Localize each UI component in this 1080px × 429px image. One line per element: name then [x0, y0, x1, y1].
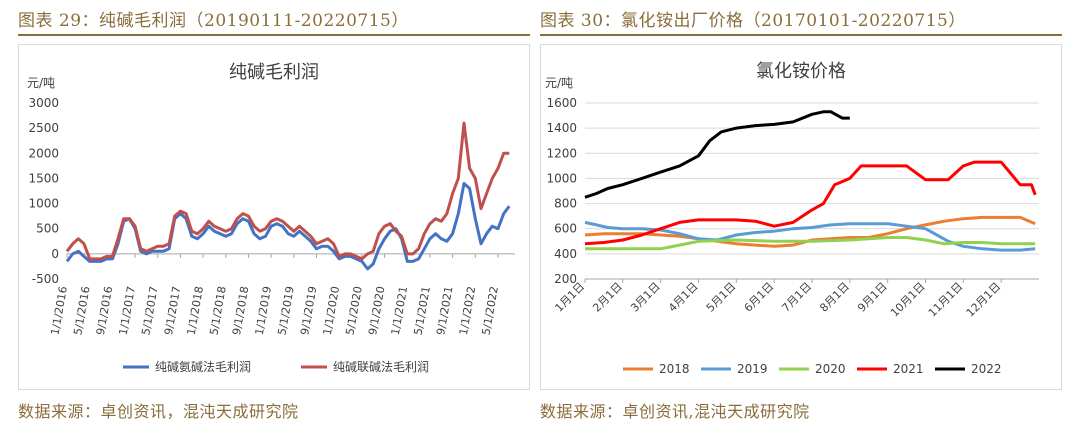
right-y-tick-label: 1600 — [546, 96, 577, 110]
left-x-tick-label: 1/1/2016 — [49, 285, 70, 336]
right-x-tick-label: 7月1日 — [779, 280, 814, 315]
left-x-tick-label: 1/1/2020 — [321, 285, 342, 336]
left-x-tick-label: 1/1/2022 — [457, 285, 478, 336]
left-y-tick-label: 2000 — [28, 146, 59, 160]
left-x-tick-label: 9/1/2017 — [162, 285, 183, 336]
right-x-tick-label: 4月1日 — [666, 280, 701, 315]
left-chart-frame: 纯碱毛利润元/吨 -500 0 500 1000 1500 2000 2500 3000 1/1/… — [18, 44, 530, 390]
left-x-tick-label: 1/1/2021 — [389, 285, 410, 336]
left-x-tick-label: 5/1/2019 — [275, 285, 296, 336]
left-figure-caption: 图表 29：纯碱毛利润（20190111-20220715） — [18, 11, 409, 31]
left-x-tick-label: 9/1/2016 — [94, 285, 115, 336]
right-source-note: 数据来源：卓创资讯,混沌天成研究院 — [540, 402, 810, 421]
left-x-tick-label: 9/1/2018 — [230, 285, 251, 336]
left-legend-label: 纯碱联碱法毛利润 — [333, 360, 429, 374]
right-x-tick-label: 6月1日 — [742, 280, 777, 315]
right-y-tick-label: 400 — [554, 247, 577, 261]
right-panel: 图表 30：氯化铵出厂价格（20170101-20220715） 氯化铵价格元/… — [540, 0, 1062, 429]
right-legend-label: 2022 — [971, 362, 1002, 376]
right-y-tick-label: 800 — [554, 197, 577, 211]
left-x-tick-label: 5/1/2016 — [71, 285, 92, 336]
left-series-line — [65, 182, 511, 271]
left-caption-rule — [18, 34, 530, 36]
right-y-tick-label: 200 — [554, 272, 577, 286]
right-chart: 氯化铵价格元/吨20040060080010001200140016001月1日… — [545, 61, 1039, 376]
left-y-tick-label: -500 — [32, 272, 59, 286]
left-x-tick-label: 9/1/2021 — [434, 285, 455, 336]
right-series-line — [584, 220, 1036, 252]
right-y-tick-label: 1000 — [546, 171, 577, 185]
right-x-tick-label: 5月1日 — [704, 280, 739, 315]
left-y-tick-label: 1500 — [28, 171, 59, 185]
right-x-tick-label: 9月1日 — [855, 280, 890, 315]
left-x-tick-label: 9/1/2020 — [366, 285, 387, 336]
right-chart-title: 氯化铵价格 — [756, 61, 846, 82]
right-figure-caption: 图表 30：氯化铵出厂价格（20170101-20220715） — [540, 11, 966, 31]
left-y-tick-label: 3000 — [28, 96, 59, 110]
left-y-tick-label: 500 — [36, 222, 59, 236]
right-legend-label: 2020 — [815, 362, 846, 376]
right-x-tick-label: 11月1日 — [926, 280, 966, 320]
left-series-line — [65, 121, 510, 261]
left-x-tick-label: 9/1/2019 — [298, 285, 319, 336]
right-legend-label: 2018 — [659, 362, 690, 376]
right-legend-label: 2021 — [893, 362, 924, 376]
left-y-tick-label: 2500 — [28, 121, 59, 135]
right-series-line — [584, 110, 850, 199]
right-x-tick-label: 8月1日 — [817, 280, 852, 315]
left-x-tick-label: 1/1/2018 — [185, 285, 206, 336]
left-panel: 图表 29：纯碱毛利润（20190111-20220715） 纯碱毛利润元/吨 -… — [18, 0, 530, 429]
right-y-tick-label: 1200 — [546, 146, 577, 160]
left-x-tick-label: 5/1/2017 — [139, 285, 160, 336]
left-x-tick-label: 5/1/2022 — [480, 285, 501, 336]
left-x-tick-label: 5/1/2018 — [207, 285, 228, 336]
left-x-tick-label: 1/1/2019 — [253, 285, 274, 336]
right-y-tick-label: 600 — [554, 222, 577, 236]
left-x-tick-label: 5/1/2020 — [343, 285, 364, 336]
left-x-tick-label: 5/1/2021 — [412, 285, 433, 336]
left-y-tick-label: 1000 — [28, 197, 59, 211]
right-unit-label: 元/吨 — [545, 76, 573, 90]
right-legend-label: 2019 — [737, 362, 768, 376]
right-x-tick-label: 3月1日 — [628, 280, 663, 315]
right-x-tick-label: 10月1日 — [888, 280, 928, 320]
right-y-tick-label: 1400 — [546, 121, 577, 135]
right-x-tick-label: 12月1日 — [964, 280, 1004, 320]
left-unit-label: 元/吨 — [27, 76, 55, 90]
left-legend-label: 纯碱氨碱法毛利润 — [155, 360, 251, 374]
left-chart-title: 纯碱毛利润 — [229, 62, 319, 83]
left-source-note: 数据来源：卓创资讯，混沌天成研究院 — [18, 402, 299, 421]
right-chart-frame: 氯化铵价格 元/吨 200 400 600 800 1000 1200 1400 1600 1月1日… — [540, 44, 1062, 390]
right-series-line — [584, 160, 1037, 246]
left-x-tick-label: 1/1/2017 — [117, 285, 138, 336]
right-x-tick-label: 2月1日 — [590, 280, 625, 315]
right-caption-rule — [540, 34, 1062, 36]
right-series-line — [585, 236, 1036, 251]
left-y-tick-label: 0 — [51, 247, 59, 261]
